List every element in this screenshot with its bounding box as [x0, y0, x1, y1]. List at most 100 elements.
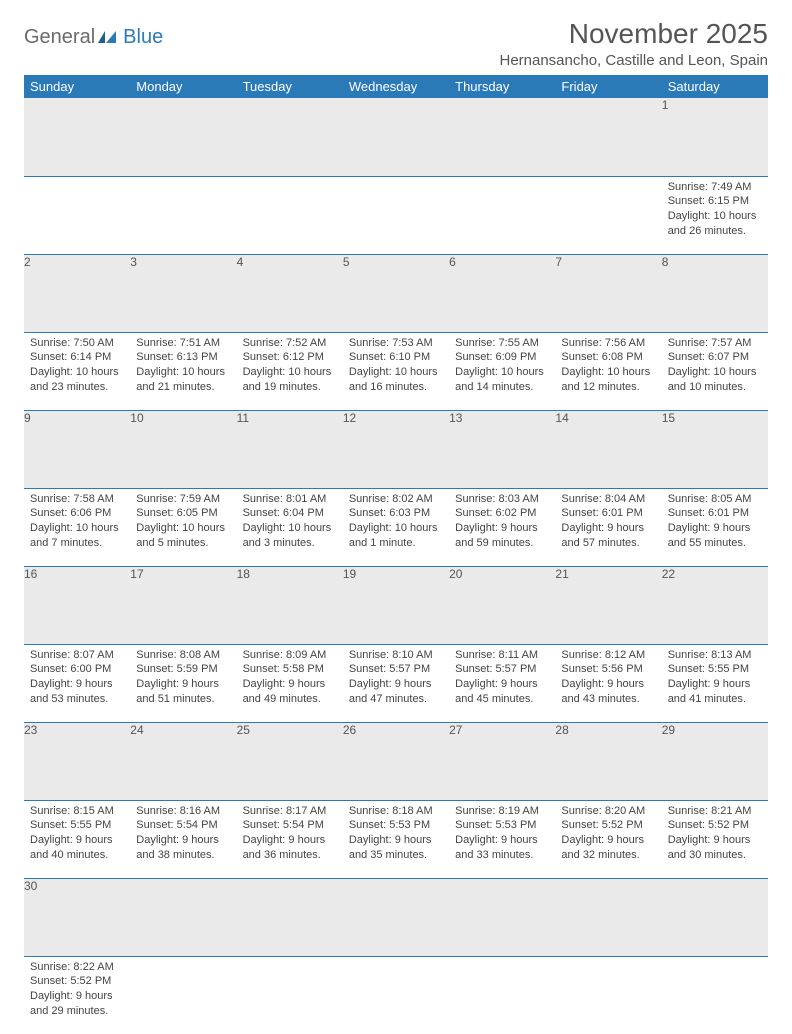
sunset-text: Sunset: 5:52 PM	[668, 818, 762, 833]
sunset-text: Sunset: 5:52 PM	[561, 818, 655, 833]
logo-text-general: General	[24, 26, 95, 49]
weekday-header-row: Sunday Monday Tuesday Wednesday Thursday…	[24, 75, 768, 98]
daylight-text: Daylight: 9 hours and 32 minutes.	[561, 833, 655, 863]
day-number-cell: 22	[662, 566, 768, 644]
day-number-cell: 1	[662, 98, 768, 176]
sunset-text: Sunset: 5:54 PM	[136, 818, 230, 833]
sunset-text: Sunset: 6:02 PM	[455, 506, 549, 521]
day-cell	[237, 956, 343, 1034]
daylight-text: Daylight: 10 hours and 19 minutes.	[243, 365, 337, 395]
day-number-cell	[130, 878, 236, 956]
day-number-cell: 27	[449, 722, 555, 800]
day-cell: Sunrise: 8:17 AMSunset: 5:54 PMDaylight:…	[237, 800, 343, 878]
day-cell	[24, 176, 130, 254]
day-number-cell: 18	[237, 566, 343, 644]
day-number-cell: 25	[237, 722, 343, 800]
day-details: Sunrise: 8:12 AMSunset: 5:56 PMDaylight:…	[555, 645, 661, 713]
day-cell: Sunrise: 8:19 AMSunset: 5:53 PMDaylight:…	[449, 800, 555, 878]
day-number-cell: 28	[555, 722, 661, 800]
sunrise-text: Sunrise: 7:58 AM	[30, 492, 124, 507]
day-details: Sunrise: 8:20 AMSunset: 5:52 PMDaylight:…	[555, 801, 661, 869]
sunrise-text: Sunrise: 8:20 AM	[561, 804, 655, 819]
daylight-text: Daylight: 9 hours and 51 minutes.	[136, 677, 230, 707]
day-content-row: Sunrise: 7:49 AMSunset: 6:15 PMDaylight:…	[24, 176, 768, 254]
sunrise-text: Sunrise: 7:55 AM	[455, 336, 549, 351]
daylight-text: Daylight: 9 hours and 41 minutes.	[668, 677, 762, 707]
daylight-text: Daylight: 9 hours and 36 minutes.	[243, 833, 337, 863]
day-cell	[662, 956, 768, 1034]
day-content-row: Sunrise: 8:15 AMSunset: 5:55 PMDaylight:…	[24, 800, 768, 878]
day-number-row: 1	[24, 98, 768, 176]
day-number-cell: 17	[130, 566, 236, 644]
sunrise-text: Sunrise: 8:09 AM	[243, 648, 337, 663]
daylight-text: Daylight: 9 hours and 43 minutes.	[561, 677, 655, 707]
sunrise-text: Sunrise: 7:50 AM	[30, 336, 124, 351]
day-details: Sunrise: 7:58 AMSunset: 6:06 PMDaylight:…	[24, 489, 130, 557]
weekday-header: Saturday	[662, 75, 768, 98]
sunrise-text: Sunrise: 8:08 AM	[136, 648, 230, 663]
day-number-cell: 3	[130, 254, 236, 332]
day-cell: Sunrise: 7:51 AMSunset: 6:13 PMDaylight:…	[130, 332, 236, 410]
day-number-cell	[449, 98, 555, 176]
day-number-cell	[449, 878, 555, 956]
sunrise-text: Sunrise: 8:02 AM	[349, 492, 443, 507]
daylight-text: Daylight: 9 hours and 30 minutes.	[668, 833, 762, 863]
sunrise-text: Sunrise: 8:21 AM	[668, 804, 762, 819]
day-details: Sunrise: 8:04 AMSunset: 6:01 PMDaylight:…	[555, 489, 661, 557]
sunrise-text: Sunrise: 8:16 AM	[136, 804, 230, 819]
day-cell: Sunrise: 8:03 AMSunset: 6:02 PMDaylight:…	[449, 488, 555, 566]
sunrise-text: Sunrise: 8:12 AM	[561, 648, 655, 663]
sunset-text: Sunset: 6:04 PM	[243, 506, 337, 521]
day-cell: Sunrise: 7:49 AMSunset: 6:15 PMDaylight:…	[662, 176, 768, 254]
sunset-text: Sunset: 5:53 PM	[349, 818, 443, 833]
daylight-text: Daylight: 9 hours and 40 minutes.	[30, 833, 124, 863]
title-block: November 2025 Hernansancho, Castille and…	[499, 18, 768, 69]
daylight-text: Daylight: 10 hours and 16 minutes.	[349, 365, 443, 395]
day-cell: Sunrise: 7:56 AMSunset: 6:08 PMDaylight:…	[555, 332, 661, 410]
sunset-text: Sunset: 5:56 PM	[561, 662, 655, 677]
sunset-text: Sunset: 6:13 PM	[136, 350, 230, 365]
day-number-cell: 19	[343, 566, 449, 644]
day-cell: Sunrise: 8:16 AMSunset: 5:54 PMDaylight:…	[130, 800, 236, 878]
day-content-row: Sunrise: 8:07 AMSunset: 6:00 PMDaylight:…	[24, 644, 768, 722]
day-content-row: Sunrise: 7:58 AMSunset: 6:06 PMDaylight:…	[24, 488, 768, 566]
sunset-text: Sunset: 6:15 PM	[668, 194, 762, 209]
day-details: Sunrise: 8:17 AMSunset: 5:54 PMDaylight:…	[237, 801, 343, 869]
daylight-text: Daylight: 9 hours and 57 minutes.	[561, 521, 655, 551]
day-cell: Sunrise: 8:05 AMSunset: 6:01 PMDaylight:…	[662, 488, 768, 566]
day-cell: Sunrise: 8:10 AMSunset: 5:57 PMDaylight:…	[343, 644, 449, 722]
day-number-cell: 11	[237, 410, 343, 488]
day-cell: Sunrise: 8:04 AMSunset: 6:01 PMDaylight:…	[555, 488, 661, 566]
day-cell: Sunrise: 7:59 AMSunset: 6:05 PMDaylight:…	[130, 488, 236, 566]
day-number-cell	[237, 878, 343, 956]
day-details: Sunrise: 8:22 AMSunset: 5:52 PMDaylight:…	[24, 957, 130, 1025]
day-details: Sunrise: 7:55 AMSunset: 6:09 PMDaylight:…	[449, 333, 555, 401]
daylight-text: Daylight: 10 hours and 5 minutes.	[136, 521, 230, 551]
day-details: Sunrise: 8:18 AMSunset: 5:53 PMDaylight:…	[343, 801, 449, 869]
day-details: Sunrise: 8:08 AMSunset: 5:59 PMDaylight:…	[130, 645, 236, 713]
day-number-cell	[343, 878, 449, 956]
weekday-header: Thursday	[449, 75, 555, 98]
day-details: Sunrise: 8:11 AMSunset: 5:57 PMDaylight:…	[449, 645, 555, 713]
day-cell	[130, 176, 236, 254]
day-cell	[555, 176, 661, 254]
day-cell	[449, 176, 555, 254]
day-details: Sunrise: 7:56 AMSunset: 6:08 PMDaylight:…	[555, 333, 661, 401]
daylight-text: Daylight: 9 hours and 35 minutes.	[349, 833, 443, 863]
sunrise-text: Sunrise: 8:05 AM	[668, 492, 762, 507]
day-number-cell: 14	[555, 410, 661, 488]
sunset-text: Sunset: 6:05 PM	[136, 506, 230, 521]
sunset-text: Sunset: 5:54 PM	[243, 818, 337, 833]
day-number-cell: 24	[130, 722, 236, 800]
sunrise-text: Sunrise: 7:49 AM	[668, 180, 762, 195]
calendar-table: Sunday Monday Tuesday Wednesday Thursday…	[24, 75, 768, 1034]
sunrise-text: Sunrise: 8:07 AM	[30, 648, 124, 663]
sunset-text: Sunset: 6:07 PM	[668, 350, 762, 365]
day-number-cell: 6	[449, 254, 555, 332]
sunset-text: Sunset: 6:03 PM	[349, 506, 443, 521]
weekday-header: Sunday	[24, 75, 130, 98]
day-details: Sunrise: 7:50 AMSunset: 6:14 PMDaylight:…	[24, 333, 130, 401]
daylight-text: Daylight: 10 hours and 1 minute.	[349, 521, 443, 551]
day-cell: Sunrise: 8:18 AMSunset: 5:53 PMDaylight:…	[343, 800, 449, 878]
day-details: Sunrise: 8:07 AMSunset: 6:00 PMDaylight:…	[24, 645, 130, 713]
